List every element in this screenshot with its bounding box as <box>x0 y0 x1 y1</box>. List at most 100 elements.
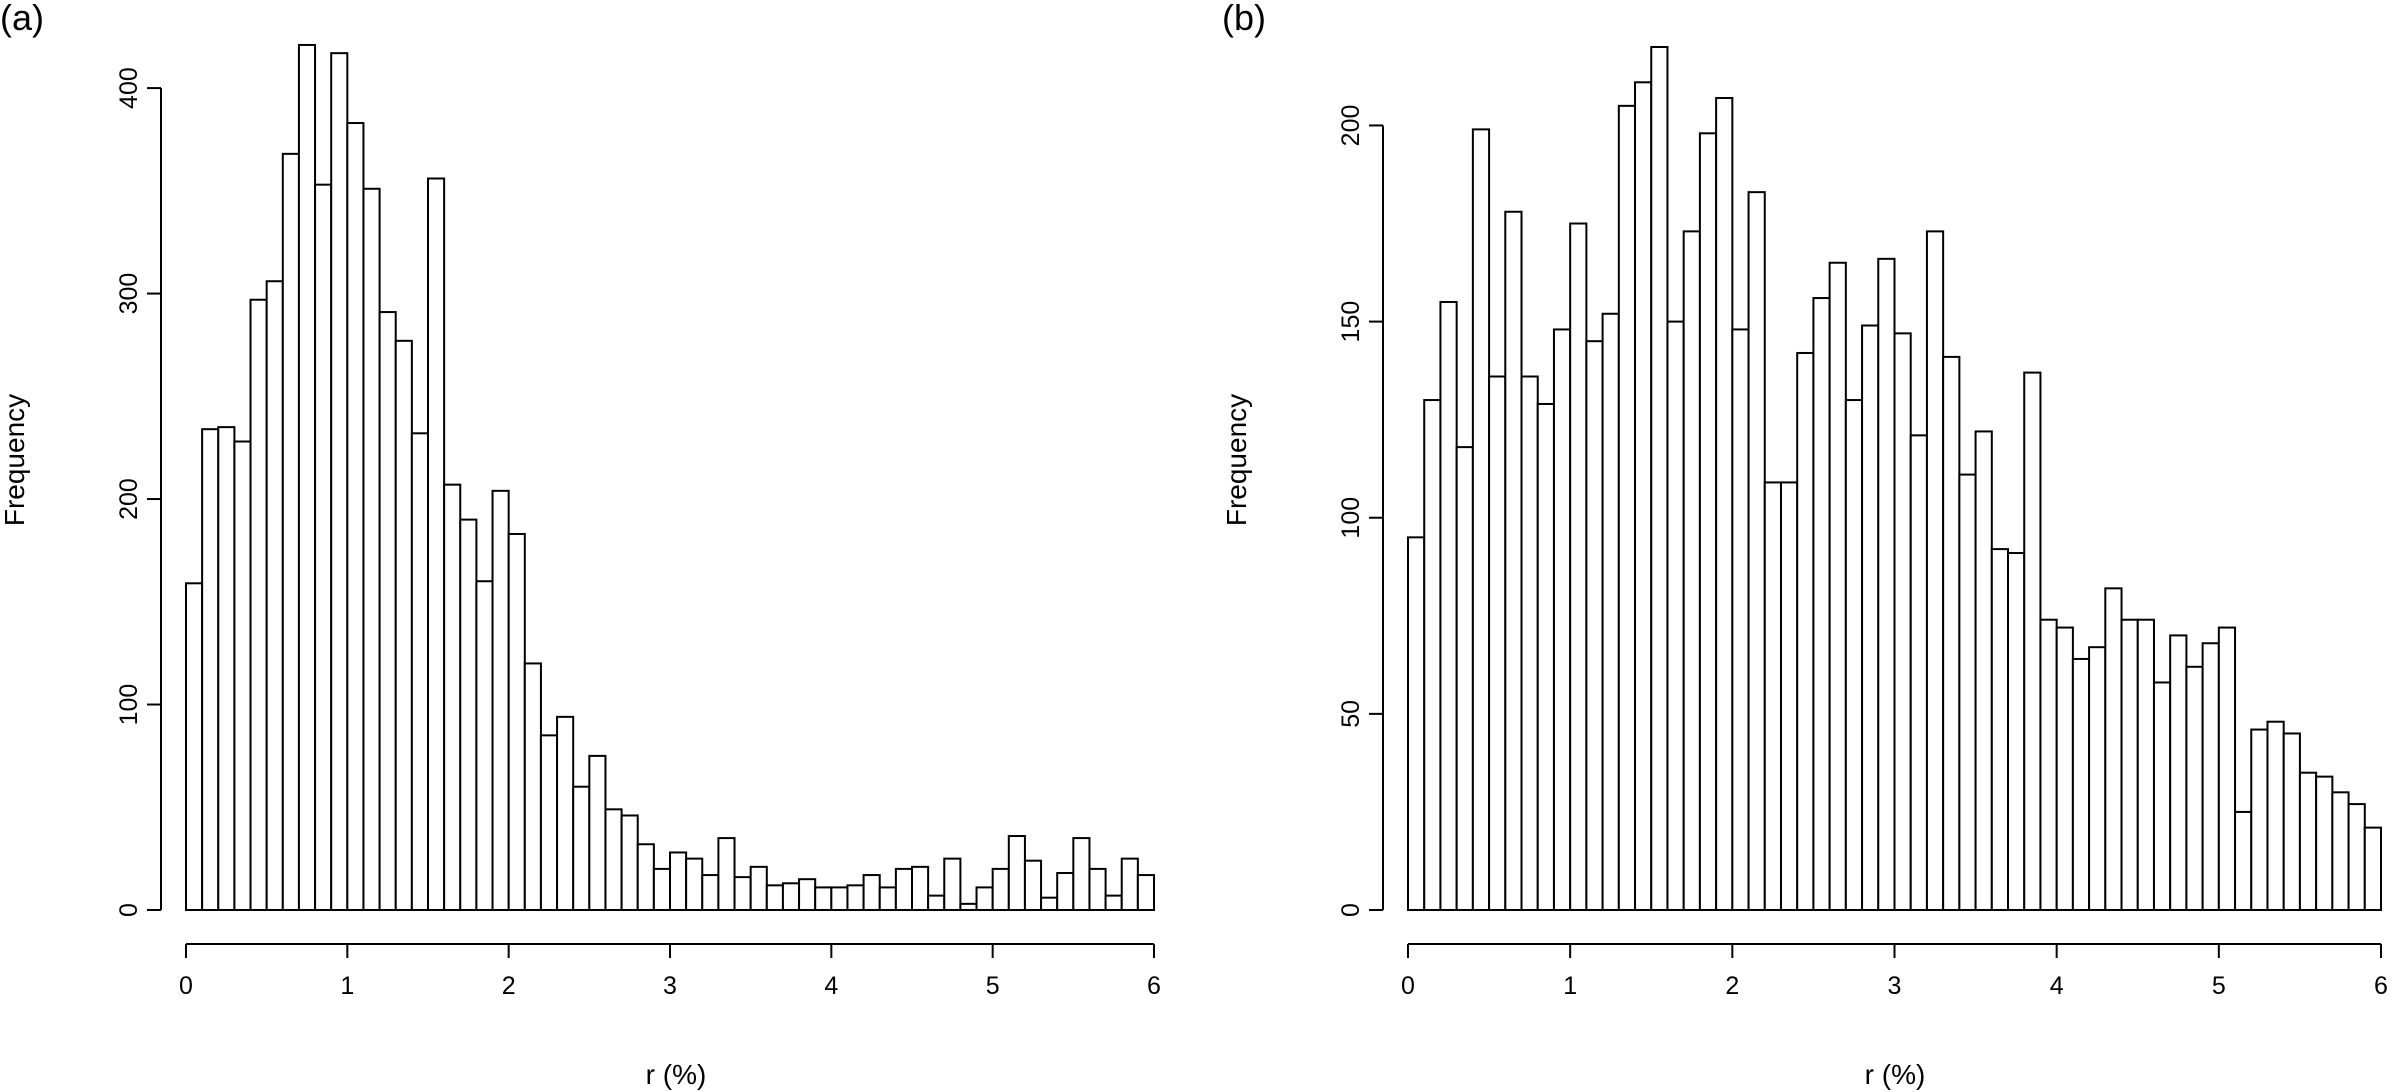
histogram-bar <box>1893 332 1912 911</box>
histogram-bar <box>1763 481 1782 911</box>
x-tick-label: 2 <box>1725 972 1739 1000</box>
x-tick-label: 1 <box>340 972 354 1000</box>
histogram-bar <box>1779 481 1799 911</box>
histogram-bar <box>459 518 478 911</box>
histogram-bar <box>604 808 623 912</box>
x-tick-label: 0 <box>1401 972 1415 1000</box>
x-axis-a: 0 1 2 3 4 5 6 <box>179 943 1161 1000</box>
histogram-bar <box>523 662 542 911</box>
histogram-bar <box>1861 324 1880 911</box>
histogram-bar <box>1958 473 1977 911</box>
y-tick-label: 300 <box>115 273 143 315</box>
histogram-bar <box>1536 402 1555 911</box>
bars-b <box>1407 46 2383 912</box>
histogram-bar <box>2217 626 2237 911</box>
x-axis-b: 0 1 2 3 4 5 6 <box>1401 943 2388 1000</box>
histogram-bar <box>1617 104 1637 911</box>
x-tick-label: 5 <box>2212 972 2226 1000</box>
histogram-bar <box>1844 399 1864 911</box>
histogram-bar <box>1023 859 1043 912</box>
histogram-bar <box>652 867 671 912</box>
histogram-bar <box>2136 618 2155 911</box>
histogram-bar <box>2088 646 2107 911</box>
x-tick-label: 6 <box>1147 972 1161 1000</box>
y-axis-title-b: Frequency <box>1221 394 1252 526</box>
histogram-bar <box>410 432 429 911</box>
x-axis-title-b: r (%) <box>1865 1059 1926 1090</box>
histogram-bar <box>1698 132 1718 912</box>
histogram-bar <box>2071 657 2091 912</box>
histogram-bar <box>1666 320 1685 911</box>
histogram-bar <box>1056 872 1075 912</box>
y-tick-label: 0 <box>115 903 143 917</box>
histogram-bar <box>588 754 607 912</box>
histogram-bar <box>911 865 930 911</box>
histogram-bar <box>749 865 768 911</box>
histogram-bar <box>1682 230 1701 911</box>
histogram-bar <box>1136 874 1155 912</box>
histogram-bar <box>394 339 413 911</box>
y-axis-a: 0 100 200 300 400 <box>115 67 162 917</box>
histogram-bar <box>830 886 849 912</box>
histogram-bar <box>733 876 752 911</box>
histogram-bar <box>894 867 913 912</box>
x-tick-label: 0 <box>179 972 193 1000</box>
histogram-bar <box>862 874 881 912</box>
histogram-bar <box>701 874 720 912</box>
histogram-bar <box>1455 446 1474 911</box>
histogram-bar <box>2039 618 2058 911</box>
histogram-bar <box>669 851 688 911</box>
y-tick-label: 400 <box>115 67 143 109</box>
histogram-bar <box>781 882 801 911</box>
histogram-bar <box>443 483 462 911</box>
histogram-bar <box>217 426 236 911</box>
histogram-bar <box>1942 355 1961 911</box>
histogram-bar <box>2331 791 2350 912</box>
x-tick-label: 4 <box>2050 972 2064 1000</box>
y-tick-label: 150 <box>1337 301 1365 343</box>
histogram-bar <box>2055 626 2074 911</box>
histogram-bar <box>765 884 784 912</box>
x-tick-label: 4 <box>824 972 838 1000</box>
y-axis-b: 0 50 100 150 200 <box>1337 105 1384 917</box>
histogram-bar <box>2201 642 2220 911</box>
histogram-bar <box>314 183 333 912</box>
x-axis-title-a: r (%) <box>646 1059 707 1090</box>
histogram-bar <box>249 298 268 911</box>
histogram-bar <box>1569 222 1588 911</box>
x-tick-label: 3 <box>663 972 677 1000</box>
histogram-bar <box>2169 634 2188 911</box>
histogram-bar <box>991 867 1010 912</box>
y-axis-title-a: Frequency <box>0 394 30 526</box>
histogram-bar <box>1488 375 1507 911</box>
histogram-bar <box>378 311 397 911</box>
histogram-bar <box>636 843 655 911</box>
y-tick-label: 200 <box>115 478 143 520</box>
histogram-bar <box>1715 97 1734 911</box>
histogram-bar <box>2282 732 2301 911</box>
histogram-bar <box>975 886 994 912</box>
histogram-bar <box>1650 46 1669 911</box>
histogram-bar <box>1007 835 1026 912</box>
histogram-bar <box>1585 340 1604 911</box>
histogram-bar <box>2007 552 2026 912</box>
bars-a <box>185 43 1155 912</box>
histogram-bar <box>1072 837 1091 912</box>
histogram-bar <box>2104 587 2123 912</box>
histogram-bar <box>1909 434 1928 911</box>
histogram-bar <box>2023 371 2042 911</box>
panel-label-a: (a) <box>0 0 44 38</box>
histogram-bar <box>2250 728 2269 911</box>
panel-b: (b) Frequency r (%) 0 50 100 150 200 0 1 2 3 4 5 6 <box>1221 0 2388 1090</box>
x-tick-label: 5 <box>986 972 1000 1000</box>
x-tick-label: 1 <box>1563 972 1577 1000</box>
histogram-bar <box>1812 297 1831 911</box>
histogram-bar <box>281 152 300 912</box>
histogram-bar <box>346 122 365 911</box>
histogram-bar <box>2363 826 2383 911</box>
histogram-bar <box>475 580 494 911</box>
histogram-bar <box>233 440 252 911</box>
histogram-bar <box>1601 312 1620 911</box>
histogram-bar <box>1471 128 1491 911</box>
